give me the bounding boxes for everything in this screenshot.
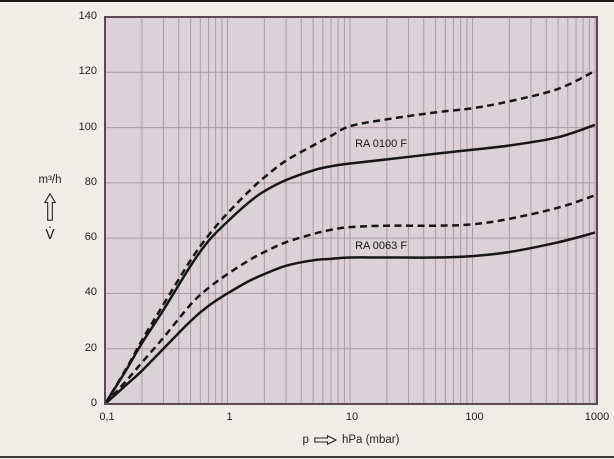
- x-tick-label: 1: [226, 411, 233, 423]
- right-arrow-icon: [314, 435, 337, 445]
- x-tick-label: 1000: [584, 411, 610, 423]
- y-axis-label: m³/h V̇: [28, 174, 72, 243]
- up-arrow-icon: [44, 193, 56, 221]
- x-tick-label: 10: [345, 411, 359, 423]
- x-axis-symbol: p: [302, 434, 309, 446]
- y-axis-unit: m³/h: [38, 174, 62, 186]
- x-axis-label: p hPa (mbar): [105, 434, 597, 446]
- bottom-border: [0, 456, 614, 458]
- y-tick-label: 0: [90, 397, 97, 409]
- y-tick-label: 20: [84, 341, 97, 354]
- y-tick-label: 120: [78, 65, 97, 78]
- y-tick-label: 100: [78, 120, 97, 133]
- y-axis-symbol: V̇: [45, 227, 55, 243]
- top-border: [0, 0, 614, 2]
- y-tick-label: 80: [84, 175, 97, 188]
- curve-label-ra0100f: RA 0100 F: [355, 138, 408, 151]
- y-tick-label: 60: [84, 231, 97, 244]
- x-tick-label: 100: [465, 411, 484, 423]
- x-axis-unit: hPa (mbar): [341, 434, 400, 446]
- curve-label-ra0063f: RA 0063 F: [355, 240, 408, 253]
- y-tick-label: 140: [78, 10, 97, 22]
- x-tick-label: 0,1: [99, 411, 115, 423]
- y-tick-label: 40: [84, 286, 97, 299]
